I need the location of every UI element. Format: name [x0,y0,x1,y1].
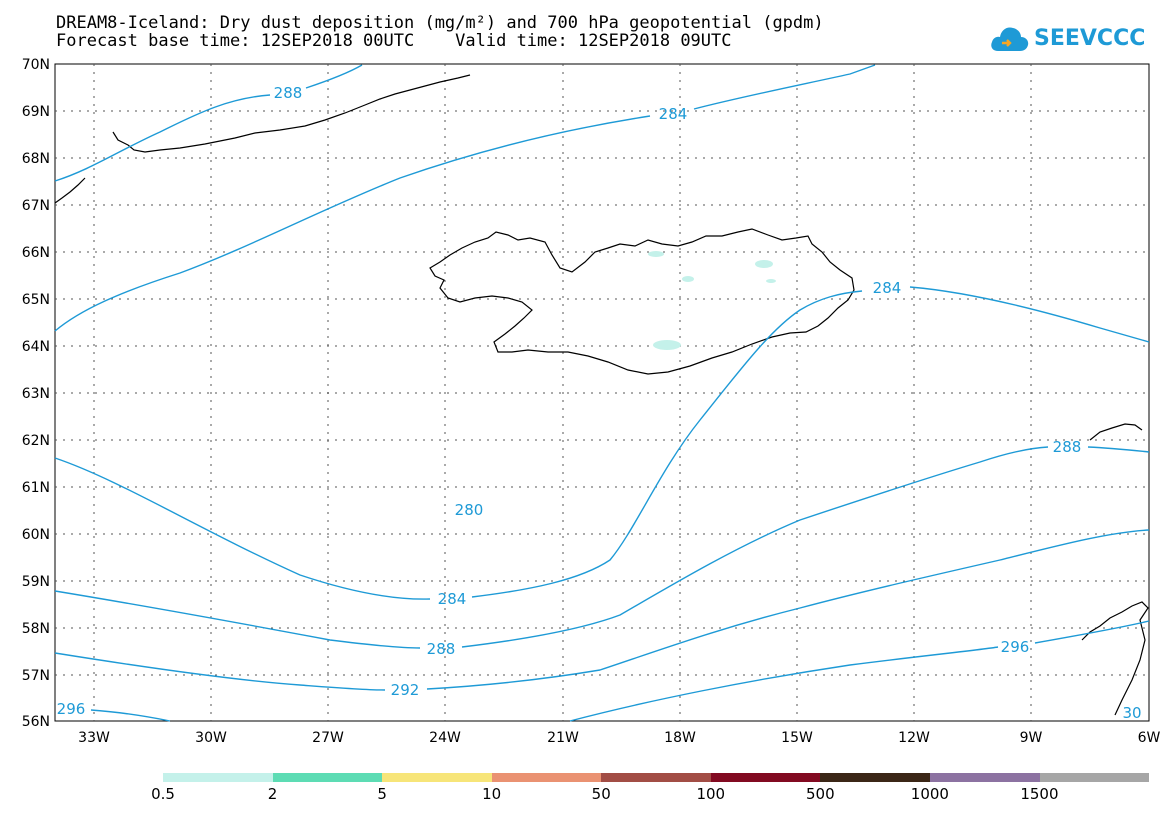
lat-label: 67N [22,198,50,214]
map-title-line2: Forecast base time: 12SEP2018 00UTC Vali… [56,31,732,51]
legend-swatch [491,773,602,782]
contour-label: 284 [873,279,902,297]
legend-label: 2 [267,785,278,803]
legend-swatch [929,773,1040,782]
lon-label: 9W [1020,730,1043,746]
lon-label: 21W [547,730,579,746]
coastlines [54,74,1149,716]
lon-label: 6W [1138,730,1161,746]
latitude-labels: 70N 69N 68N 67N 66N 65N 64N 63N 62N 61N … [22,57,50,730]
graticule [55,64,1149,721]
contour-label: 296 [57,700,86,718]
contour-label: 284 [438,590,467,608]
lat-label: 57N [22,668,50,684]
lon-label: 33W [78,730,110,746]
seevccc-logo: SEEVCCC [990,18,1145,58]
lat-label: 68N [22,151,50,167]
legend-swatch [601,773,711,782]
lat-label: 70N [22,57,50,73]
legend-label: 500 [806,785,835,803]
lon-label: 24W [429,730,461,746]
lat-label: 63N [22,386,50,402]
legend-label: 5 [377,785,387,803]
lat-label: 61N [22,480,50,496]
contour-labels: 288 284 284 288 280 284 288 292 296 296 … [57,84,1142,722]
cloud-icon [991,27,1029,51]
lat-label: 64N [22,339,50,355]
lat-label: 59N [22,574,50,590]
legend-label: 50 [591,785,611,803]
geopotential-contours [54,64,1150,722]
contour-label: 292 [391,681,420,699]
contour-label: 288 [274,84,303,102]
legend-swatch [710,773,821,782]
legend-swatch [163,773,273,782]
legend-label: 0.5 [151,785,175,803]
lat-label: 62N [22,433,50,449]
dust-deposition-areas [648,251,776,350]
contour-label: 296 [1001,638,1030,656]
legend-label: 1000 [910,785,949,803]
lat-label: 66N [22,245,50,261]
longitude-labels: 33W 30W 27W 24W 21W 18W 15W 12W 9W 6W [78,730,1160,746]
contour-label: 288 [1053,438,1082,456]
logo-text: SEEVCCC [1034,25,1146,51]
legend-label: 1500 [1020,785,1059,803]
legend-label: 100 [696,785,726,803]
lat-label: 65N [22,292,50,308]
legend-swatch [1039,773,1150,782]
contour-label: 288 [427,640,456,658]
lon-label: 15W [781,730,813,746]
legend-swatch [820,773,930,782]
map-title-line1: DREAM8-Iceland: Dry dust deposition (mg/… [56,13,824,33]
legend-colorbar [163,773,1150,782]
lon-label: 27W [312,730,344,746]
contour-label: 30 [1122,704,1141,722]
lat-label: 56N [22,714,50,730]
lat-label: 60N [22,527,50,543]
lon-label: 30W [195,730,227,746]
contour-label: 280 [455,501,484,519]
lon-label: 12W [898,730,930,746]
contour-label: 284 [659,105,688,123]
legend-swatch [272,773,383,782]
lon-label: 18W [664,730,696,746]
lat-label: 58N [22,621,50,637]
legend-label: 10 [482,785,502,803]
lat-label: 69N [22,104,50,120]
legend-swatch [382,773,492,782]
